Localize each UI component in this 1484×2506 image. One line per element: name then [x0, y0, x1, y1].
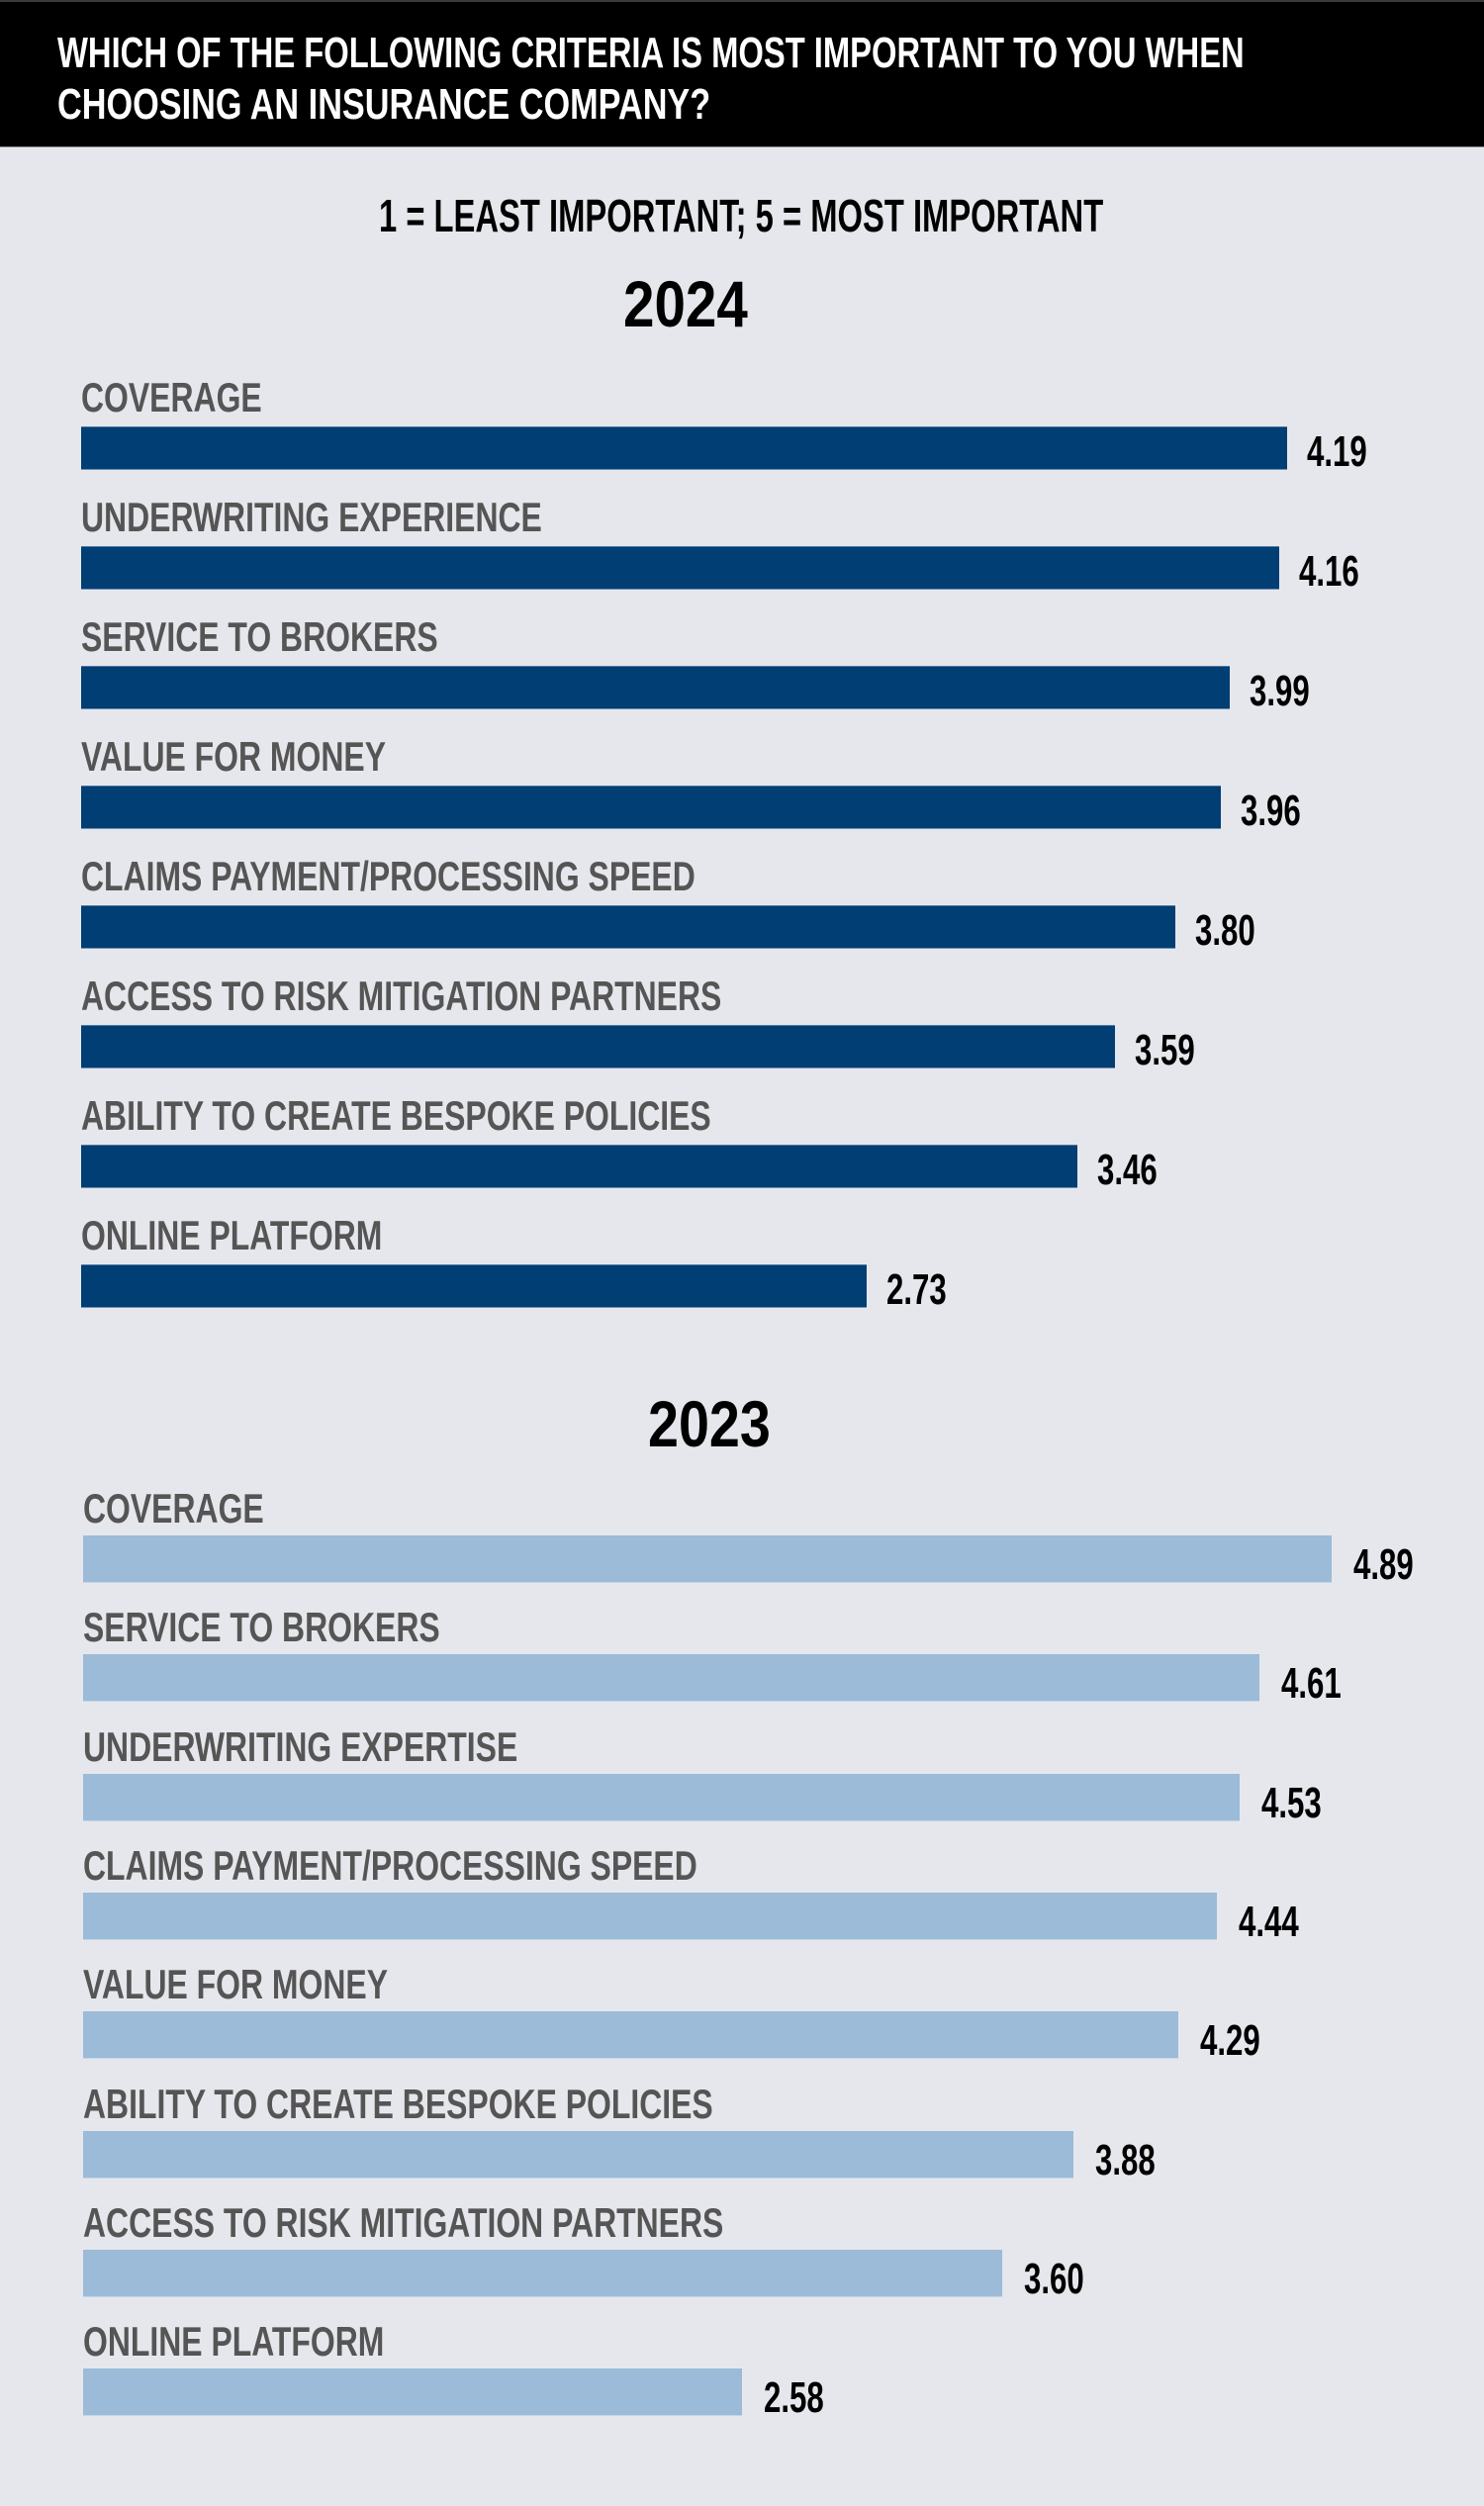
bar [83, 2250, 1002, 2297]
bar [81, 546, 1279, 590]
category-label: ABILITY TO CREATE BESPOKE POLICIES [83, 2081, 713, 2127]
category-label: COVERAGE [83, 1485, 264, 1531]
bar [81, 426, 1287, 470]
value-label: 2.58 [764, 2373, 824, 2422]
value-label: 3.60 [1024, 2255, 1084, 2303]
bar [81, 786, 1221, 829]
section-title-2023: 2023 [648, 1387, 771, 1460]
category-label: VALUE FOR MONEY [83, 1961, 388, 2007]
category-label: SERVICE TO BROKERS [81, 613, 438, 660]
header-banner [0, 0, 1484, 147]
value-label: 3.46 [1097, 1146, 1158, 1194]
value-label: 3.96 [1241, 787, 1301, 835]
bar [83, 1654, 1259, 1702]
category-label: CLAIMS PAYMENT/PROCESSING SPEED [81, 853, 696, 899]
category-label: COVERAGE [81, 374, 262, 420]
category-label: UNDERWRITING EXPERIENCE [81, 494, 542, 540]
category-label: SERVICE TO BROKERS [83, 1604, 440, 1650]
category-label: ONLINE PLATFORM [81, 1212, 383, 1258]
bar [83, 1774, 1240, 1821]
category-label: ABILITY TO CREATE BESPOKE POLICIES [81, 1092, 711, 1139]
bar [83, 2011, 1178, 2059]
bar [83, 1535, 1332, 1583]
bar [81, 666, 1230, 709]
category-label: VALUE FOR MONEY [81, 733, 386, 780]
value-label: 3.88 [1095, 2136, 1156, 2184]
value-label: 4.89 [1353, 1540, 1414, 1589]
scale-subtitle: 1 = LEAST IMPORTANT; 5 = MOST IMPORTANT [379, 190, 1104, 241]
category-label: ACCESS TO RISK MITIGATION PARTNERS [81, 973, 722, 1019]
chart-title-line-1: WHICH OF THE FOLLOWING CRITERIA IS MOST … [57, 29, 1245, 77]
value-label: 4.19 [1307, 427, 1367, 476]
value-label: 4.53 [1261, 1779, 1322, 1827]
chart-title-line-2: CHOOSING AN INSURANCE COMPANY? [57, 80, 711, 129]
bar [81, 1025, 1115, 1068]
value-label: 4.16 [1299, 547, 1359, 596]
bar [83, 2131, 1073, 2179]
category-label: UNDERWRITING EXPERTISE [83, 1723, 518, 1770]
bar [83, 2368, 742, 2416]
value-label: 3.59 [1135, 1026, 1195, 1074]
category-label: CLAIMS PAYMENT/PROCESSING SPEED [83, 1842, 697, 1889]
value-label: 3.80 [1195, 906, 1255, 955]
bar [81, 1264, 867, 1308]
category-label: ONLINE PLATFORM [83, 2318, 385, 2365]
value-label: 3.99 [1250, 667, 1310, 715]
section-title-2024: 2024 [623, 267, 748, 340]
value-label: 2.73 [886, 1265, 947, 1314]
value-label: 4.29 [1200, 2016, 1260, 2065]
bar [83, 1893, 1217, 1940]
bar [81, 1145, 1077, 1188]
value-label: 4.44 [1239, 1898, 1299, 1946]
value-label: 4.61 [1281, 1659, 1342, 1708]
bar [81, 905, 1175, 949]
category-label: ACCESS TO RISK MITIGATION PARTNERS [83, 2199, 724, 2246]
